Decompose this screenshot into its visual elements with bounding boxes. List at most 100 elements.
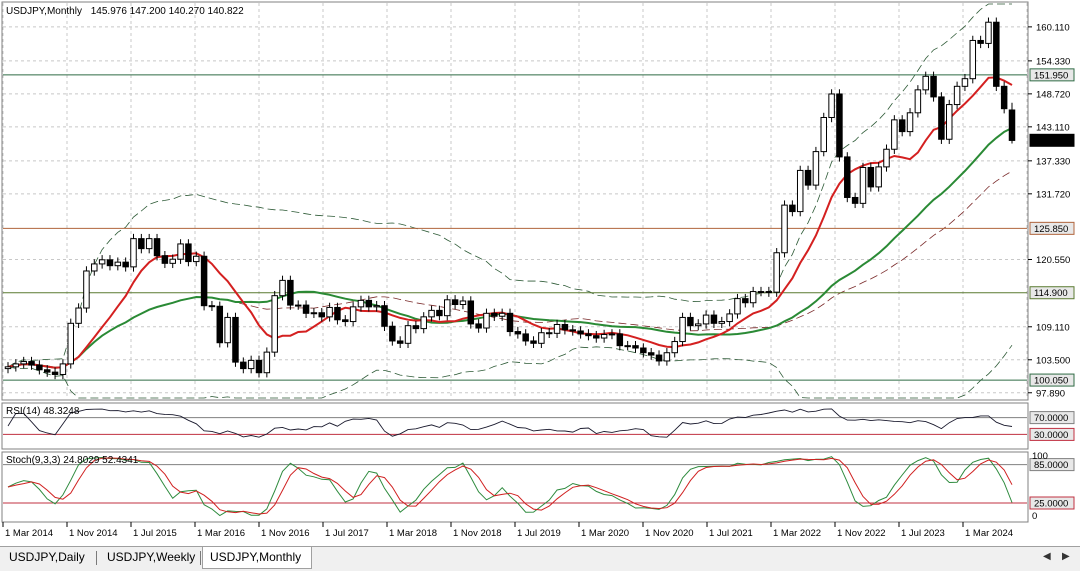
- candle-body[interactable]: [130, 238, 137, 268]
- scroll-right-icon[interactable]: ▶: [1062, 551, 1070, 562]
- candle-body[interactable]: [851, 196, 859, 204]
- candle-body[interactable]: [247, 359, 255, 370]
- candle-body[interactable]: [294, 304, 302, 307]
- candle-body[interactable]: [498, 312, 506, 317]
- candle-body[interactable]: [710, 314, 718, 324]
- candle-body[interactable]: [796, 169, 804, 213]
- candle-body[interactable]: [412, 325, 420, 330]
- candle-body[interactable]: [436, 309, 443, 317]
- candle-body[interactable]: [240, 361, 247, 370]
- candle-body[interactable]: [632, 345, 639, 349]
- candle-body[interactable]: [67, 322, 74, 365]
- candle-body[interactable]: [883, 148, 890, 168]
- candle-body[interactable]: [687, 316, 694, 327]
- candle-body[interactable]: [600, 333, 608, 339]
- candle-body[interactable]: [255, 359, 263, 374]
- candlesticks[interactable]: [4, 17, 1016, 380]
- candle-body[interactable]: [522, 333, 529, 342]
- candle-body[interactable]: [467, 300, 475, 325]
- candle-body[interactable]: [828, 93, 835, 118]
- candle-body[interactable]: [365, 299, 373, 308]
- candle-body[interactable]: [263, 351, 271, 374]
- candle-body[interactable]: [491, 312, 498, 317]
- candle-body[interactable]: [561, 323, 569, 331]
- candle-body[interactable]: [695, 323, 702, 327]
- candle-body[interactable]: [577, 330, 584, 335]
- candle-body[interactable]: [396, 340, 404, 344]
- candle-body[interactable]: [20, 361, 27, 365]
- candle-body[interactable]: [569, 329, 576, 332]
- candle-body[interactable]: [679, 316, 686, 343]
- candle-body[interactable]: [836, 93, 843, 158]
- candle-body[interactable]: [844, 156, 851, 198]
- candle-body[interactable]: [530, 340, 537, 344]
- candle-body[interactable]: [946, 104, 953, 140]
- candle-body[interactable]: [216, 305, 224, 344]
- candle-body[interactable]: [451, 299, 459, 305]
- candle-body[interactable]: [804, 169, 812, 186]
- candle-body[interactable]: [420, 316, 427, 330]
- candle-body[interactable]: [483, 312, 490, 329]
- candle-body[interactable]: [506, 312, 514, 333]
- candle-body[interactable]: [922, 75, 929, 91]
- candle-body[interactable]: [742, 298, 749, 304]
- stoch-pane[interactable]: Stoch(9,3,3) 24.8029 52.4341: [1, 451, 1029, 523]
- candle-body[interactable]: [302, 304, 310, 314]
- candle-body[interactable]: [138, 238, 145, 250]
- candle-body[interactable]: [538, 332, 545, 344]
- horizontal-levels[interactable]: [3, 74, 1027, 381]
- candle-body[interactable]: [898, 119, 906, 133]
- candle-body[interactable]: [593, 335, 600, 339]
- tab-monthly[interactable]: USDJPY,Monthly: [202, 547, 312, 569]
- candle-body[interactable]: [357, 299, 365, 308]
- candle-body[interactable]: [185, 243, 192, 263]
- candle-body[interactable]: [326, 306, 333, 318]
- candle-body[interactable]: [977, 39, 984, 44]
- candle-body[interactable]: [114, 261, 122, 267]
- candle-body[interactable]: [781, 204, 788, 254]
- candle-body[interactable]: [930, 75, 937, 98]
- candle-body[interactable]: [663, 352, 671, 362]
- candle-body[interactable]: [145, 238, 153, 250]
- candle-body[interactable]: [177, 243, 184, 260]
- candle-body[interactable]: [381, 305, 388, 327]
- candle-body[interactable]: [585, 333, 592, 337]
- candle-body[interactable]: [106, 259, 114, 267]
- candle-body[interactable]: [287, 279, 294, 306]
- candle-body[interactable]: [616, 333, 624, 347]
- candle-body[interactable]: [232, 316, 239, 363]
- candle-body[interactable]: [28, 361, 35, 366]
- candle-body[interactable]: [553, 323, 561, 334]
- candle-body[interactable]: [193, 255, 200, 263]
- candle-body[interactable]: [749, 291, 757, 304]
- candle-body[interactable]: [404, 325, 412, 344]
- candle-body[interactable]: [655, 354, 663, 362]
- candle-body[interactable]: [545, 332, 553, 335]
- candle-body[interactable]: [59, 363, 67, 375]
- candle-body[interactable]: [938, 96, 945, 140]
- candle-body[interactable]: [349, 306, 357, 323]
- candle-body[interactable]: [98, 259, 106, 265]
- candle-body[interactable]: [891, 119, 898, 150]
- candle-body[interactable]: [475, 323, 482, 329]
- candle-body[interactable]: [647, 352, 655, 356]
- candle-body[interactable]: [224, 316, 231, 344]
- candle-body[interactable]: [773, 252, 780, 293]
- candle-body[interactable]: [734, 298, 741, 315]
- candle-body[interactable]: [1008, 109, 1016, 141]
- candle-body[interactable]: [122, 261, 129, 268]
- candle-body[interactable]: [702, 314, 710, 325]
- candle-body[interactable]: [985, 21, 992, 44]
- chart-canvas[interactable]: USDJPY,Monthly 145.976 147.200 140.270 1…: [0, 0, 1080, 546]
- candle-body[interactable]: [342, 319, 349, 323]
- candle-body[interactable]: [459, 300, 467, 305]
- price-scale[interactable]: 160.110 154.330 148.720 143.110 137.330 131.7…: [1028, 22, 1075, 399]
- candle-body[interactable]: [953, 85, 961, 106]
- candle-body[interactable]: [43, 369, 51, 373]
- candle-body[interactable]: [389, 325, 396, 342]
- candle-body[interactable]: [961, 78, 969, 87]
- candle-body[interactable]: [514, 331, 522, 335]
- candle-body[interactable]: [334, 306, 341, 321]
- candle-body[interactable]: [671, 341, 678, 354]
- candle-body[interactable]: [373, 305, 380, 308]
